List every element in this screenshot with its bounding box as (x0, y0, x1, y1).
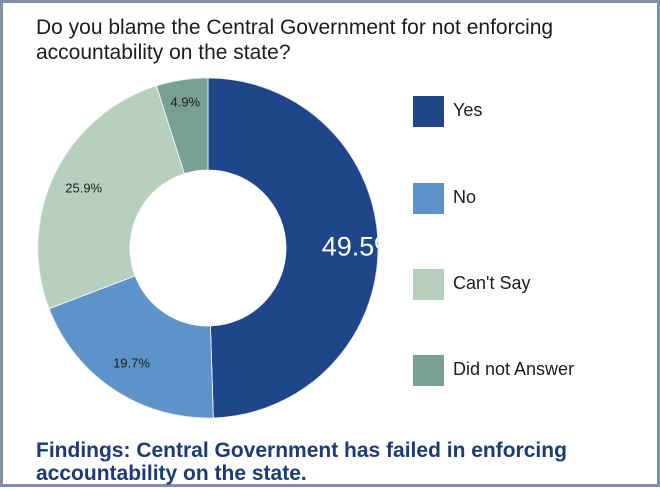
slice-label-cant-say: 25.9% (65, 181, 102, 196)
donut-outer-edge (37, 77, 379, 419)
legend-label-yes: Yes (453, 100, 483, 120)
slice-yes (207, 77, 379, 419)
legend-label-cant-say: Can't Say (453, 273, 531, 293)
legend-swatch-no (413, 183, 444, 214)
slice-cant-say (37, 85, 185, 310)
legend-label-no: No (453, 187, 477, 207)
slice-no (48, 275, 214, 419)
legend-label-did-not-answer: Did not Answer (453, 359, 575, 379)
donut-chart: 49.5% 19.7% 25.9% 4.9% (37, 77, 399, 419)
slice-label-no: 19.7% (113, 355, 150, 370)
chart-title: Do you blame the Central Government for … (36, 16, 554, 64)
legend-swatch-yes (413, 96, 444, 127)
legend-swatch-did-not-answer (413, 355, 444, 386)
slice-did-not-answer (155, 77, 209, 175)
slice-label-did-not-answer: 4.9% (170, 94, 200, 109)
findings-text: Findings: Central Government has failed … (36, 439, 567, 485)
legend-swatch-cant-say (413, 269, 444, 300)
slice-label-yes: 49.5% (322, 231, 399, 261)
